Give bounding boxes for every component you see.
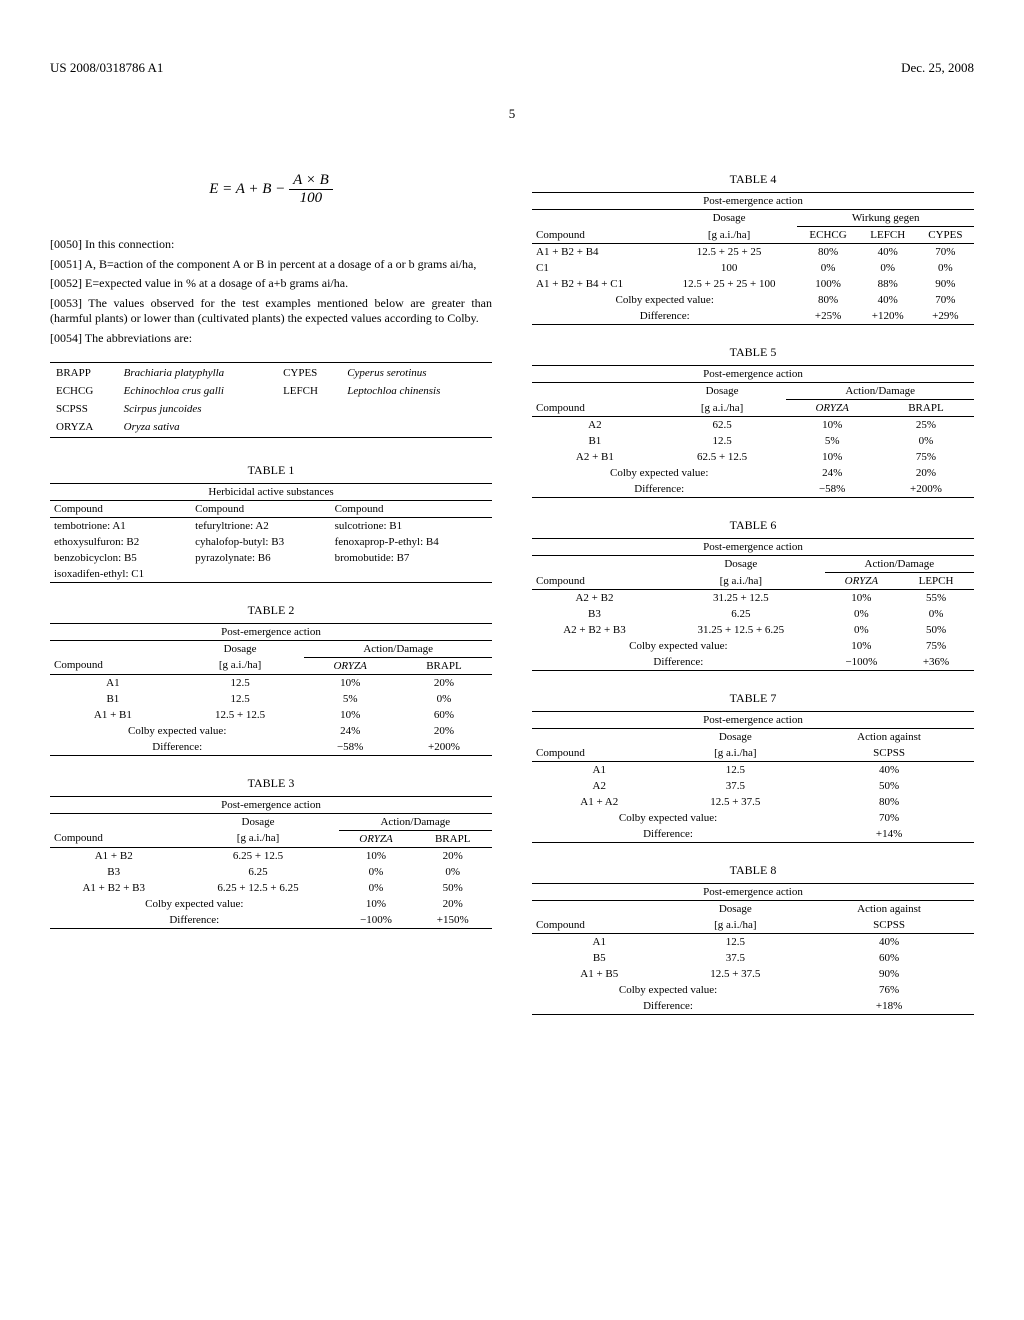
table3-caption: TABLE 3 (50, 776, 492, 791)
left-column: E = A + B − A × B 100 [0050] In this con… (50, 152, 492, 1025)
para-0053: [0053] The values observed for the test … (50, 296, 492, 327)
para-0054: [0054] The abbreviations are: (50, 331, 492, 347)
table5: Post-emergence action DosageAction/Damag… (532, 365, 974, 498)
table4: Post-emergence action DosageWirkung gege… (532, 192, 974, 325)
header-right: Dec. 25, 2008 (901, 60, 974, 76)
table7: Post-emergence action DosageAction again… (532, 711, 974, 843)
table1: Herbicidal active substances Compound Co… (50, 483, 492, 583)
table2-caption: TABLE 2 (50, 603, 492, 618)
table8: Post-emergence action DosageAction again… (532, 883, 974, 1015)
colby-formula: E = A + B − A × B 100 (50, 172, 492, 207)
table6: Post-emergence action DosageAction/Damag… (532, 538, 974, 671)
table5-caption: TABLE 5 (532, 345, 974, 360)
table7-caption: TABLE 7 (532, 691, 974, 706)
header-left: US 2008/0318786 A1 (50, 60, 163, 76)
table1-caption: TABLE 1 (50, 463, 492, 478)
table3: Post-emergence action DosageAction/Damag… (50, 796, 492, 929)
table2: Post-emergence action DosageAction/Damag… (50, 623, 492, 756)
table4-caption: TABLE 4 (532, 172, 974, 187)
right-column: TABLE 4 Post-emergence action DosageWirk… (532, 152, 974, 1025)
table6-caption: TABLE 6 (532, 518, 974, 533)
table8-caption: TABLE 8 (532, 863, 974, 878)
para-0050: [0050] In this connection: (50, 237, 492, 253)
para-0052: [0052] E=expected value in % at a dosage… (50, 276, 492, 292)
abbreviation-table: BRAPPBrachiaria platyphyllaCYPESCyperus … (50, 362, 492, 438)
page-number: 5 (50, 106, 974, 122)
para-0051: [0051] A, B=action of the component A or… (50, 257, 492, 273)
